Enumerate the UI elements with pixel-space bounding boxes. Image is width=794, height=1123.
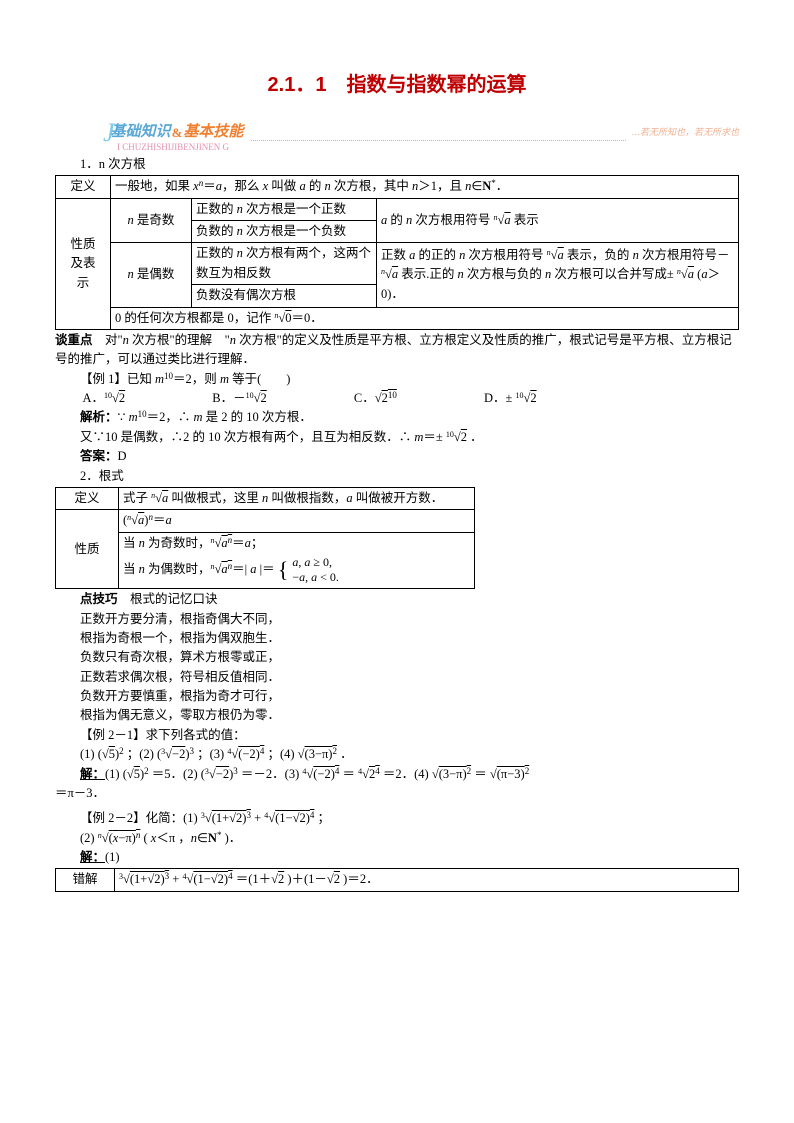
djq-text: 根式的记忆口诀 bbox=[118, 592, 218, 606]
ex22-sol: 解：(1) bbox=[55, 848, 739, 867]
piecewise: a, a ≥ 0,−a, a < 0. bbox=[288, 555, 339, 586]
sec1-title: 1．n 次方根 bbox=[55, 155, 739, 174]
ex1-options: A．10√2 B．－10√2 C．√210 D．± 10√2 bbox=[83, 389, 740, 408]
rhyme-3: 正数若求偶次根，符号相反值相同． bbox=[55, 668, 739, 687]
banner-dots bbox=[251, 140, 626, 141]
err-label: 错解 bbox=[56, 869, 115, 891]
rhyme-0: 正数开方要分清，根指奇偶大不同， bbox=[55, 610, 739, 629]
error-box: 错解 3√(1+√2)3 + 4√(1−√2)4 ＝(1＋√2 )＋(1－√2 … bbox=[55, 868, 739, 891]
t2-def-text: 式子 n√a 叫做根式，这里 n 叫做根指数，a 叫做被开方数． bbox=[119, 487, 475, 509]
sol-label: 解： bbox=[80, 767, 105, 781]
opt-c: C．√210 bbox=[354, 389, 439, 408]
ex21-sol: 解：(1) (√5)2 ＝5．(2) (3√−2)3 ＝－2．(3) 4√(−2… bbox=[55, 765, 739, 784]
t1-odd-pos: 正数的 n 次方根是一个正数 bbox=[192, 198, 377, 220]
ex22-item2: (2) n√(x−π)n ( x＜π ，n∈N* )． bbox=[55, 829, 739, 848]
t2-prop-b: 当 n 为奇数时，n√an＝a； 当 n 为偶数时，n√an＝| a |＝ {a… bbox=[119, 532, 475, 588]
t1-odd-neg: 负数的 n 次方根是一个负数 bbox=[192, 221, 377, 243]
t1-odd-sym: a 的 n 次方根用符号 n√a 表示 bbox=[377, 198, 739, 243]
sol-label2: 解： bbox=[80, 850, 105, 864]
rhyme-2: 负数只有奇次根，算术方根零或正， bbox=[55, 648, 739, 667]
t1-prop-label: 性质及表示 bbox=[56, 198, 111, 329]
tip-title: 点技巧 根式的记忆口诀 bbox=[55, 590, 739, 609]
ex1-analysis: 解析：∵ m10＝2，∴ m 是 2 的 10 次方根． bbox=[55, 408, 739, 427]
banner-pinyin: I CHUZHISHIJIBENJINEN G bbox=[117, 141, 739, 155]
t2-def-label: 定义 bbox=[56, 487, 119, 509]
opt-a: A．10√2 bbox=[83, 389, 168, 408]
sec2-title: 2．根式 bbox=[55, 467, 739, 486]
t1-even-pos: 正数的 n 次方根有两个，这两个数互为相反数 bbox=[192, 243, 377, 285]
sol-num: (1) bbox=[105, 850, 120, 864]
ex21-items: (1) (√5)2 ；(2) (3√−2)3 ；(3) 4√(−2)4 ；(4)… bbox=[55, 745, 739, 764]
t1-zero: 0 的任何次方根都是 0，记作 n√0＝0． bbox=[111, 307, 739, 329]
banner-right: …若无所知也，若无所求也 bbox=[632, 126, 739, 140]
ex21-sol2: ＝π－3． bbox=[55, 784, 739, 803]
ex1-title: 【例 1】已知 m10＝2，则 m 等于( ) bbox=[55, 370, 739, 389]
rhyme-4: 负数开方要慎重，根指为奇才可行， bbox=[55, 687, 739, 706]
table-radical: 定义 式子 n√a 叫做根式，这里 n 叫做根指数，a 叫做被开方数． 性质 (… bbox=[55, 487, 475, 589]
t1-def-label: 定义 bbox=[56, 176, 111, 198]
djq-label: 点技巧 bbox=[80, 592, 118, 606]
ex1-answer: 答案：D bbox=[55, 447, 739, 466]
t1-even-neg: 负数没有偶次方根 bbox=[192, 285, 377, 307]
t2-prop-label: 性质 bbox=[56, 510, 119, 589]
ans-label: 答案： bbox=[80, 449, 118, 463]
t1-even-sym: 正数 a 的正的 n 次方根用符号 n√a 表示，负的 n 次方根用符号－n√a… bbox=[377, 243, 739, 307]
key-point: 谈重点 对"n 次方根"的理解 "n 次方根"的定义及性质是平方根、立方根定义及… bbox=[55, 331, 739, 370]
t2-prop-a: (n√a)n＝a bbox=[119, 510, 475, 532]
ana-label: 解析： bbox=[80, 410, 118, 424]
ans-val: D bbox=[118, 449, 127, 463]
opt-d: D．± 10√2 bbox=[484, 389, 579, 408]
tzd-label: 谈重点 bbox=[55, 333, 93, 347]
ex21-title: 【例 2－1】求下列各式的值： bbox=[55, 726, 739, 745]
rhyme-1: 根指为奇根一个，根指为偶双胞生． bbox=[55, 629, 739, 648]
t1-odd-label: n 是奇数 bbox=[111, 198, 192, 243]
ex1-analysis2: 又∵10 是偶数，∴2 的 10 次方根有两个，且互为相反数．∴ m＝± 10√… bbox=[55, 428, 739, 447]
err-text: 3√(1+√2)3 + 4√(1−√2)4 ＝(1＋√2 )＋(1－√2 )＝2… bbox=[115, 869, 739, 891]
t1-def-text: 一般地，如果 xn＝a，那么 x 叫做 a 的 n 次方根，其中 n＞1，且 n… bbox=[111, 176, 739, 198]
t1-even-label: n 是偶数 bbox=[111, 243, 192, 307]
ex22-title: 【例 2－2】化简：(1) 3√(1+√2)3 + 4√(1−√2)4 ； bbox=[55, 809, 739, 828]
opt-b: B．－10√2 bbox=[212, 389, 308, 408]
table-nth-root: 定义 一般地，如果 xn＝a，那么 x 叫做 a 的 n 次方根，其中 n＞1，… bbox=[55, 175, 739, 330]
rhyme-5: 根指为偶无意义，零取方根仍为零． bbox=[55, 706, 739, 725]
page-title: 2.1．1 指数与指数幂的运算 bbox=[55, 70, 739, 101]
